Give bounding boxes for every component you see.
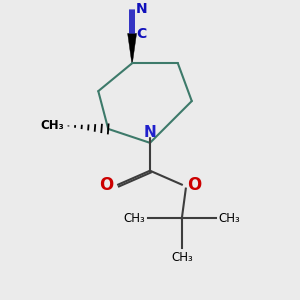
Text: O: O <box>187 176 201 194</box>
Text: CH₃: CH₃ <box>123 212 145 225</box>
Text: CH₃: CH₃ <box>41 119 64 132</box>
Text: C: C <box>136 27 146 41</box>
Text: N: N <box>136 2 148 16</box>
Text: O: O <box>99 176 113 194</box>
Text: N: N <box>144 125 156 140</box>
Text: CH₃: CH₃ <box>171 251 193 264</box>
Polygon shape <box>128 33 136 63</box>
Text: CH₃: CH₃ <box>219 212 240 225</box>
